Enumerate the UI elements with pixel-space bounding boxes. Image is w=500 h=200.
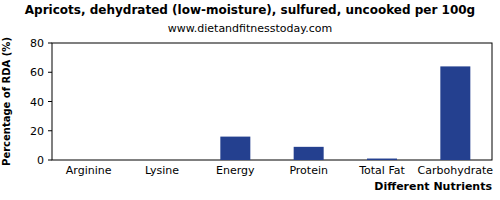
bar	[440, 66, 470, 160]
title: Apricots, dehydrated (low-moisture), sul…	[25, 3, 475, 17]
plot-frame	[52, 43, 492, 160]
chart: Apricots, dehydrated (low-moisture), sul…	[0, 0, 500, 200]
bar	[220, 137, 250, 160]
y-tick-label: 40	[30, 96, 44, 109]
y-tick-label: 20	[30, 125, 44, 138]
subtitle: www.dietandfitnesstoday.com	[168, 22, 332, 35]
x-tick-label: Protein	[289, 164, 328, 177]
y-tick	[48, 160, 52, 161]
y-tick	[48, 130, 52, 131]
x-tick-label: Total Fat	[358, 164, 405, 177]
y-tick	[48, 101, 52, 102]
y-tick	[48, 72, 52, 73]
x-tick-label: Energy	[216, 164, 255, 177]
bars	[220, 66, 470, 160]
y-tick-label: 80	[30, 37, 44, 50]
bar	[294, 147, 324, 160]
y-tick-label: 60	[30, 66, 44, 79]
y-tick-label: 0	[37, 154, 44, 167]
x-axis-label: Different Nutrients	[374, 180, 492, 193]
x-tick-label: Lysine	[145, 164, 179, 177]
bar	[147, 160, 177, 161]
y-axis-label: Percentage of RDA (%)	[1, 37, 12, 166]
bar	[74, 160, 104, 161]
bar	[367, 159, 397, 160]
x-tick-label: Arginine	[66, 164, 112, 177]
y-tick	[48, 43, 52, 44]
x-tick-label: Carbohydrate	[418, 164, 494, 177]
